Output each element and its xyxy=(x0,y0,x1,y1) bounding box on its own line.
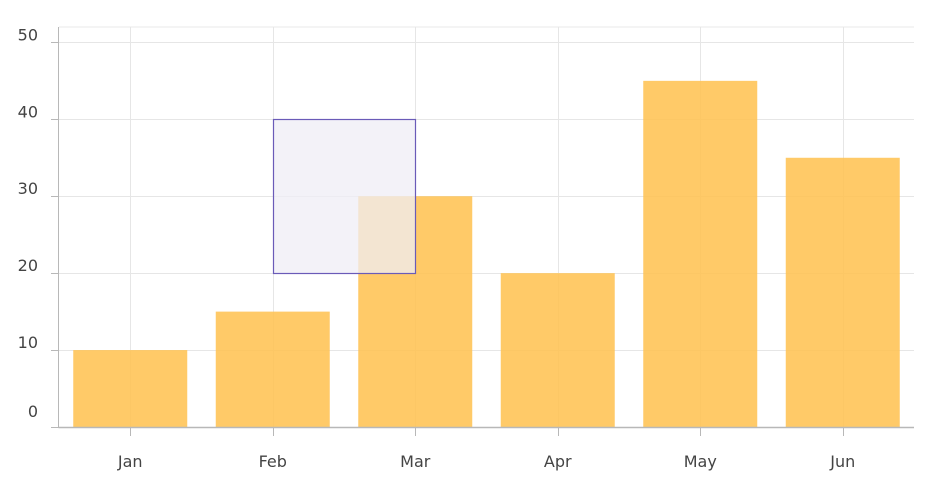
bar-series[interactable] xyxy=(73,80,900,427)
x-tick-label-may: May xyxy=(684,452,717,471)
tick-labels: 0 10 20 30 40 50 Jan Feb Mar Apr May Jun xyxy=(18,25,856,471)
bar-jun[interactable] xyxy=(785,157,900,427)
selection-region[interactable] xyxy=(272,118,417,275)
axes xyxy=(51,27,914,436)
y-tick-label-30: 30 xyxy=(18,179,38,198)
y-tick-label-0: 0 xyxy=(28,402,38,421)
x-tick-label-apr: Apr xyxy=(544,452,572,471)
y-tick-label-10: 10 xyxy=(18,333,38,352)
bar-apr[interactable] xyxy=(500,273,615,427)
selection-rectangle[interactable] xyxy=(272,118,417,275)
y-tick-label-50: 50 xyxy=(18,25,38,44)
y-tick-label-20: 20 xyxy=(18,256,38,275)
x-tick-label-jun: Jun xyxy=(829,452,855,471)
bar-jan[interactable] xyxy=(73,350,188,427)
x-tick-label-mar: Mar xyxy=(400,452,431,471)
bar-feb[interactable] xyxy=(215,311,330,427)
y-tick-label-40: 40 xyxy=(18,102,38,121)
bar-may[interactable] xyxy=(643,80,758,427)
x-tick-label-feb: Feb xyxy=(259,452,287,471)
x-tick-label-jan: Jan xyxy=(117,452,143,471)
